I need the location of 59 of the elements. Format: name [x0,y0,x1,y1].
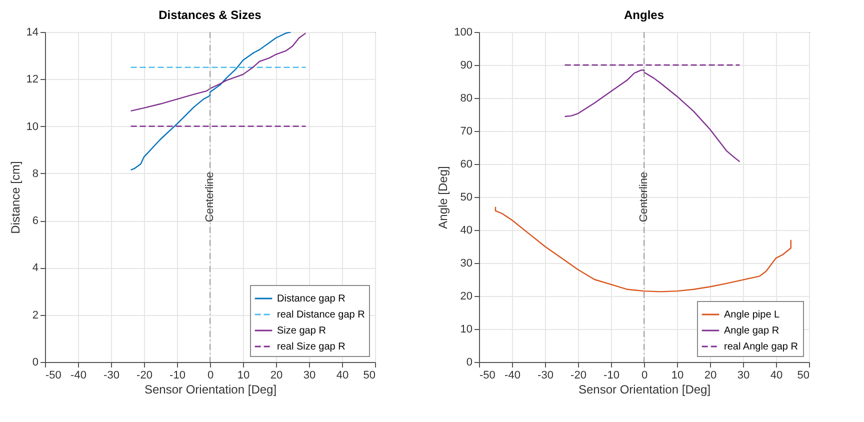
x-tick-label: 10 [671,370,684,382]
chart-title: Angles [624,8,664,22]
x-tick-label: 20 [704,370,717,382]
line-series [130,32,292,170]
y-tick-label: 12 [26,74,38,86]
legend-label: Size gap R [277,326,326,336]
y-tick-label: 30 [460,258,472,270]
x-tick-label: 0 [207,370,214,382]
x-tick-label: 20 [270,370,283,382]
y-tick-label: 40 [460,224,472,236]
x-tick-label: -20 [570,370,586,382]
y-tick-label: 10 [26,120,38,133]
y-tick-label: 4 [32,262,38,274]
legend-label: real Angle gap R [724,342,798,352]
x-tick-label: -40 [70,370,86,382]
legend-label: real Distance gap R [277,310,365,320]
x-tick-label: 40 [336,370,349,382]
y-tick-label: 80 [460,92,472,104]
y-tick-label: 60 [460,158,472,170]
legend-label: Angle pipe L [724,310,780,320]
y-tick-label: 6 [32,215,38,228]
x-tick-label: 50 [797,370,810,382]
x-tick-label: -50 [480,370,496,382]
y-axis-title: Angle [Deg] [436,166,450,229]
y-tick-label: 0 [32,356,38,368]
y-tick-label: 20 [460,290,472,302]
x-axis-title: Sensor Orientation [Deg] [144,382,277,396]
x-tick-label: -40 [504,370,520,382]
y-tick-label: 0 [466,356,472,368]
y-axis-title: Distance [cm] [8,161,22,234]
x-tick-label: -10 [170,370,186,382]
line-series [564,69,740,162]
y-tick-label: 14 [26,26,38,38]
chart-title: Distances & Sizes [158,8,262,22]
y-tick-label: 100 [454,26,472,38]
y-tick-label: 70 [460,126,472,138]
y-tick-label: 10 [460,324,472,336]
y-tick-label: 8 [32,168,38,180]
x-tick-label: -30 [538,370,554,382]
x-tick-label: 0 [641,370,648,382]
x-tick-label: -30 [104,370,120,382]
x-tick-label: 10 [237,370,250,382]
legend-label: Distance gap R [277,294,346,304]
x-tick-label: -10 [604,370,620,382]
x-tick-label: 40 [770,370,783,382]
x-tick-label: -50 [46,370,62,382]
legend-label: Angle gap R [724,326,780,336]
y-tick-label: 90 [460,60,472,72]
ref-line-label: Centerline [204,172,216,222]
x-axis-title: Sensor Orientation [Deg] [578,382,711,396]
x-tick-label: 50 [363,370,376,382]
x-tick-label: 30 [737,370,750,382]
x-tick-label: 30 [303,370,316,382]
legend-label: real Size gap R [277,342,346,352]
y-tick-label: 50 [460,192,472,204]
y-tick-label: 2 [32,309,38,322]
line-series [130,32,306,112]
x-tick-label: -20 [136,370,152,382]
ref-line-label: Centerline [638,172,650,222]
